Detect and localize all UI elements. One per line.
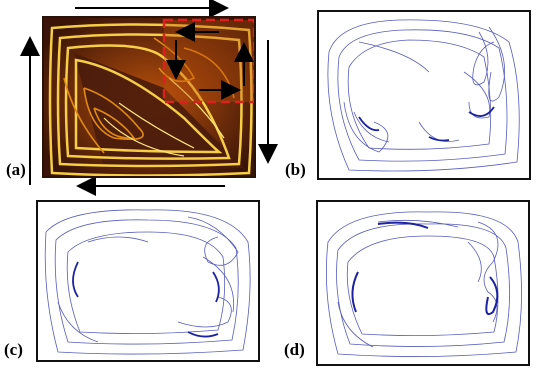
panel-a-label: (a) [6, 160, 26, 179]
panel-b: (b) [285, 0, 537, 190]
cavity-photo [42, 16, 256, 178]
flow-visualization-image [44, 18, 254, 176]
panel-b-label: (b) [285, 160, 306, 179]
simulation-c [36, 200, 260, 362]
streakline-plot-b [327, 19, 520, 172]
streakline-plot-c [44, 209, 251, 355]
panel-d-label: (d) [284, 340, 305, 359]
panel-d: (d) [280, 190, 537, 371]
panel-c: (c) [0, 190, 270, 371]
highlight-box [162, 18, 254, 104]
panel-a-arrows [20, 0, 278, 196]
simulation-d [316, 200, 530, 366]
panel-a: (a) [0, 0, 285, 200]
streakline-plot-d [325, 211, 522, 357]
simulation-b [317, 10, 531, 180]
panel-c-label: (c) [4, 340, 23, 359]
